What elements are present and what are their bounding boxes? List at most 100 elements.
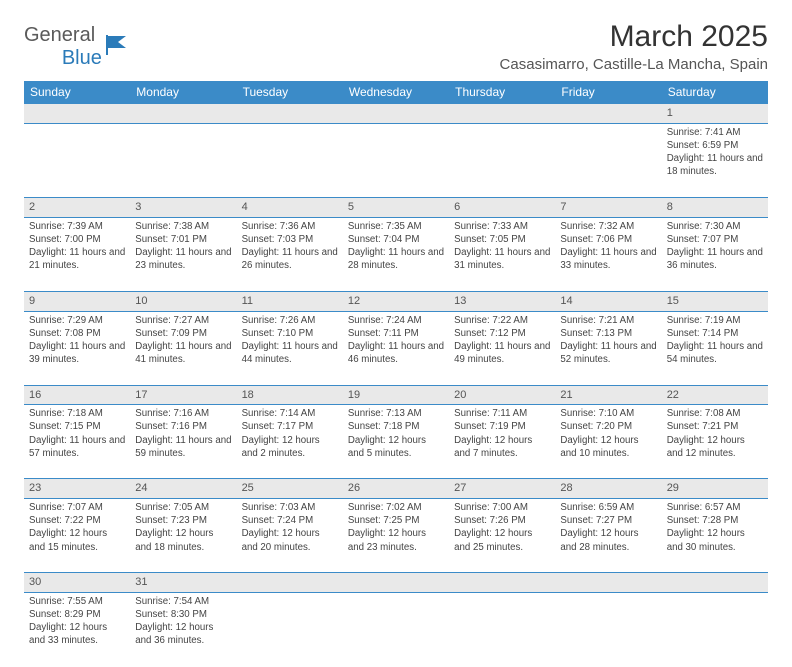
day-detail: Sunrise: 7:19 AMSunset: 7:14 PMDaylight:… <box>662 311 768 385</box>
daylight-text: Daylight: 11 hours and 44 minutes. <box>242 340 338 366</box>
sunset-text: Sunset: 7:12 PM <box>454 327 550 340</box>
day-detail: Sunrise: 7:35 AMSunset: 7:04 PMDaylight:… <box>343 217 449 291</box>
sunset-text: Sunset: 7:11 PM <box>348 327 444 340</box>
sunset-text: Sunset: 8:30 PM <box>135 608 231 621</box>
empty-day-detail <box>237 123 343 197</box>
sunrise-text: Sunrise: 7:14 AM <box>242 407 338 420</box>
day-number: 24 <box>130 479 236 499</box>
day-number-row: 3031 <box>24 573 768 593</box>
day-detail: Sunrise: 7:03 AMSunset: 7:24 PMDaylight:… <box>237 499 343 573</box>
flag-icon <box>104 33 134 62</box>
sunrise-text: Sunrise: 7:08 AM <box>667 407 763 420</box>
sunrise-text: Sunrise: 7:03 AM <box>242 501 338 514</box>
sunset-text: Sunset: 7:18 PM <box>348 420 444 433</box>
daylight-text: Daylight: 12 hours and 36 minutes. <box>135 621 231 647</box>
day-number: 12 <box>343 291 449 311</box>
sunrise-text: Sunrise: 7:21 AM <box>560 314 656 327</box>
empty-day-detail <box>24 123 130 197</box>
day-number: 19 <box>343 385 449 405</box>
day-detail-row: Sunrise: 7:41 AMSunset: 6:59 PMDaylight:… <box>24 123 768 197</box>
sunrise-text: Sunrise: 7:55 AM <box>29 595 125 608</box>
daylight-text: Daylight: 11 hours and 41 minutes. <box>135 340 231 366</box>
day-detail: Sunrise: 7:39 AMSunset: 7:00 PMDaylight:… <box>24 217 130 291</box>
empty-day-number <box>449 104 555 124</box>
sunrise-text: Sunrise: 7:35 AM <box>348 220 444 233</box>
day-detail: Sunrise: 7:38 AMSunset: 7:01 PMDaylight:… <box>130 217 236 291</box>
sunset-text: Sunset: 7:21 PM <box>667 420 763 433</box>
day-number-row: 1 <box>24 104 768 124</box>
daylight-text: Daylight: 12 hours and 15 minutes. <box>29 527 125 553</box>
sunset-text: Sunset: 7:16 PM <box>135 420 231 433</box>
daylight-text: Daylight: 11 hours and 49 minutes. <box>454 340 550 366</box>
sunrise-text: Sunrise: 7:27 AM <box>135 314 231 327</box>
day-detail: Sunrise: 7:13 AMSunset: 7:18 PMDaylight:… <box>343 405 449 479</box>
daylight-text: Daylight: 11 hours and 26 minutes. <box>242 246 338 272</box>
day-number: 17 <box>130 385 236 405</box>
sunset-text: Sunset: 7:14 PM <box>667 327 763 340</box>
daylight-text: Daylight: 11 hours and 39 minutes. <box>29 340 125 366</box>
day-detail: Sunrise: 7:24 AMSunset: 7:11 PMDaylight:… <box>343 311 449 385</box>
day-number: 1 <box>662 104 768 124</box>
day-detail: Sunrise: 7:26 AMSunset: 7:10 PMDaylight:… <box>237 311 343 385</box>
sunrise-text: Sunrise: 7:10 AM <box>560 407 656 420</box>
sunrise-text: Sunrise: 7:36 AM <box>242 220 338 233</box>
daylight-text: Daylight: 11 hours and 36 minutes. <box>667 246 763 272</box>
daylight-text: Daylight: 11 hours and 59 minutes. <box>135 434 231 460</box>
day-detail: Sunrise: 7:21 AMSunset: 7:13 PMDaylight:… <box>555 311 661 385</box>
day-number: 31 <box>130 573 236 593</box>
day-number: 15 <box>662 291 768 311</box>
day-number: 26 <box>343 479 449 499</box>
day-number: 11 <box>237 291 343 311</box>
sunrise-text: Sunrise: 7:11 AM <box>454 407 550 420</box>
day-detail: Sunrise: 7:07 AMSunset: 7:22 PMDaylight:… <box>24 499 130 573</box>
logo-general: General <box>24 24 95 46</box>
day-number: 2 <box>24 197 130 217</box>
day-number: 28 <box>555 479 661 499</box>
calendar-body: 1Sunrise: 7:41 AMSunset: 6:59 PMDaylight… <box>24 104 768 667</box>
logo-text: General GenBlue <box>24 24 102 70</box>
weekday-header: Tuesday <box>237 81 343 104</box>
daylight-text: Daylight: 12 hours and 7 minutes. <box>454 434 550 460</box>
sunrise-text: Sunrise: 7:38 AM <box>135 220 231 233</box>
day-detail: Sunrise: 7:08 AMSunset: 7:21 PMDaylight:… <box>662 405 768 479</box>
empty-day-detail <box>343 123 449 197</box>
day-detail: Sunrise: 7:10 AMSunset: 7:20 PMDaylight:… <box>555 405 661 479</box>
weekday-header: Thursday <box>449 81 555 104</box>
daylight-text: Daylight: 12 hours and 23 minutes. <box>348 527 444 553</box>
sunrise-text: Sunrise: 7:05 AM <box>135 501 231 514</box>
sunrise-text: Sunrise: 7:19 AM <box>667 314 763 327</box>
day-detail: Sunrise: 7:18 AMSunset: 7:15 PMDaylight:… <box>24 405 130 479</box>
day-detail: Sunrise: 7:41 AMSunset: 6:59 PMDaylight:… <box>662 123 768 197</box>
day-number: 7 <box>555 197 661 217</box>
daylight-text: Daylight: 11 hours and 18 minutes. <box>667 152 763 178</box>
day-detail-row: Sunrise: 7:18 AMSunset: 7:15 PMDaylight:… <box>24 405 768 479</box>
day-number-row: 16171819202122 <box>24 385 768 405</box>
empty-day-detail <box>449 123 555 197</box>
day-detail: Sunrise: 7:16 AMSunset: 7:16 PMDaylight:… <box>130 405 236 479</box>
weekday-row: SundayMondayTuesdayWednesdayThursdayFrid… <box>24 81 768 104</box>
sunset-text: Sunset: 7:28 PM <box>667 514 763 527</box>
day-detail: Sunrise: 7:27 AMSunset: 7:09 PMDaylight:… <box>130 311 236 385</box>
sunset-text: Sunset: 8:29 PM <box>29 608 125 621</box>
sunrise-text: Sunrise: 7:33 AM <box>454 220 550 233</box>
day-detail: Sunrise: 6:57 AMSunset: 7:28 PMDaylight:… <box>662 499 768 573</box>
day-number: 8 <box>662 197 768 217</box>
subtitle: Casasimarro, Castille-La Mancha, Spain <box>500 56 768 73</box>
sunrise-text: Sunrise: 7:07 AM <box>29 501 125 514</box>
day-detail: Sunrise: 7:11 AMSunset: 7:19 PMDaylight:… <box>449 405 555 479</box>
sunset-text: Sunset: 7:24 PM <box>242 514 338 527</box>
day-number: 21 <box>555 385 661 405</box>
empty-day-number <box>343 104 449 124</box>
page-title: March 2025 <box>500 20 768 54</box>
sunset-text: Sunset: 7:13 PM <box>560 327 656 340</box>
logo-blue: Blue <box>62 47 102 69</box>
sunrise-text: Sunrise: 7:00 AM <box>454 501 550 514</box>
empty-day-number <box>130 104 236 124</box>
sunset-text: Sunset: 7:26 PM <box>454 514 550 527</box>
empty-day-number <box>449 573 555 593</box>
weekday-header: Monday <box>130 81 236 104</box>
empty-day-number <box>662 573 768 593</box>
weekday-header: Friday <box>555 81 661 104</box>
sunset-text: Sunset: 7:25 PM <box>348 514 444 527</box>
day-detail: Sunrise: 6:59 AMSunset: 7:27 PMDaylight:… <box>555 499 661 573</box>
